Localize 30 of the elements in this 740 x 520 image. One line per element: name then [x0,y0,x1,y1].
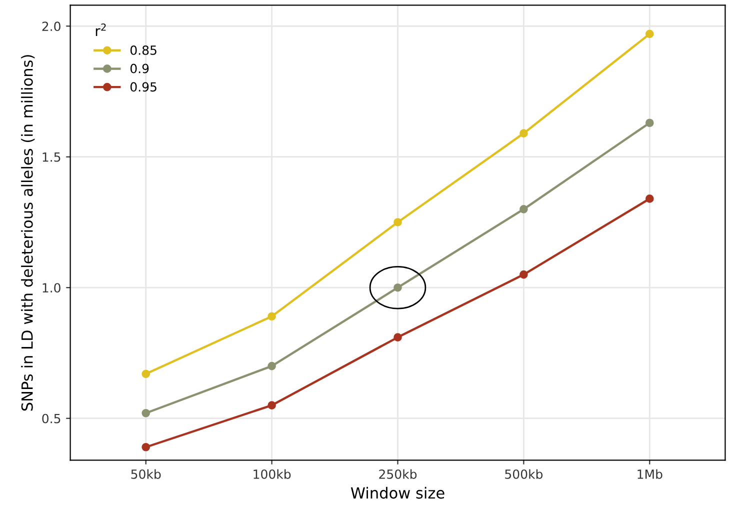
y-tick-label: 2.0 [42,22,60,32]
point [645,30,654,38]
x-tick-label: 50kb [131,469,161,479]
point [268,362,276,370]
point [142,408,150,418]
x-axis-title: Window size [350,486,444,499]
point [394,333,402,342]
point [645,118,654,128]
point [268,401,276,410]
y-tick-label: 1.5 [42,152,60,162]
point [645,194,654,203]
x-tick-label: 250kb [379,469,417,479]
y-tick-label: 0.5 [42,414,60,424]
y-tick-label: 1.0 [42,283,60,293]
point [520,205,528,214]
point [142,442,150,452]
point [394,283,402,292]
legend-label: 0.85 [130,45,156,55]
legend-label: 0.95 [130,82,156,92]
y-axis-title: SNPs in LD with deleterious alleles (in millions) [21,55,35,411]
point [142,370,150,378]
point [394,218,402,226]
x-tick-label: 1Mb [638,469,662,479]
legend-label: 0.9 [130,64,149,74]
x-tick-label: 500kb [505,469,543,479]
point [268,312,276,321]
point [520,270,528,279]
point [520,129,528,138]
x-tick-label: 100kb [254,469,291,479]
legend-title: r$^{2}$ [96,23,106,36]
